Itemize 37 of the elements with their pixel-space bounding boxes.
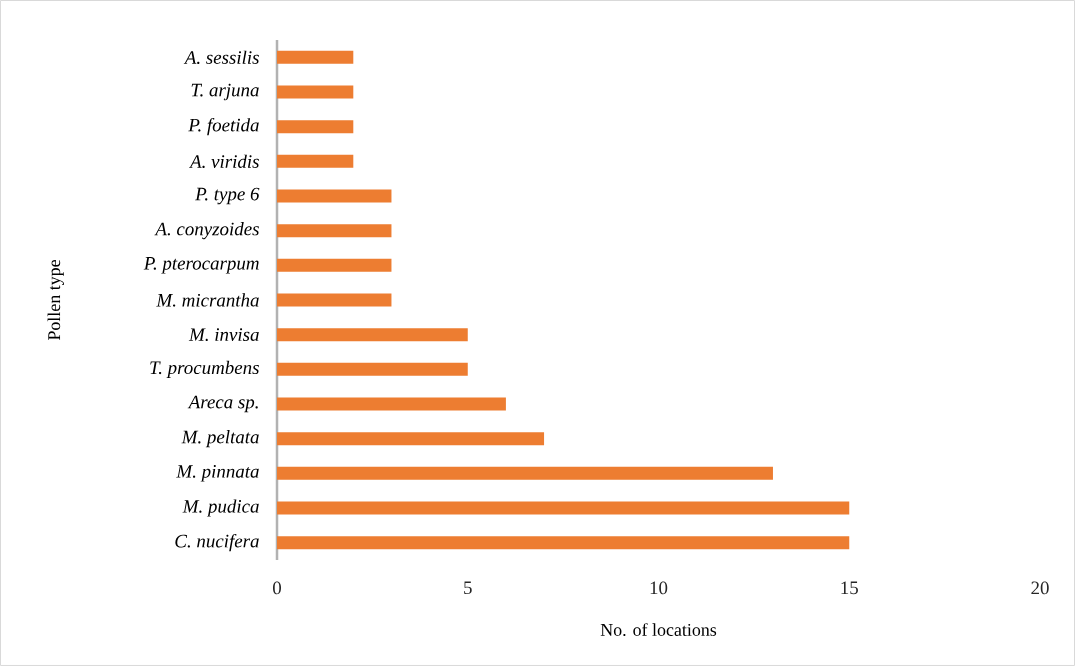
bar [277, 536, 850, 550]
y-tick-label: T. procumbens [150, 360, 259, 378]
x-tick-label: 0 [272, 581, 282, 595]
x-tick-label: 20 [1031, 581, 1049, 595]
y-tick-label: M. pinnata [176, 465, 259, 482]
bar [277, 432, 545, 446]
bar [277, 293, 392, 307]
bar [277, 120, 354, 134]
y-tick-label: C. nucifera [175, 533, 259, 552]
y-tick-label: M. micrantha [156, 293, 259, 307]
bar [277, 362, 468, 376]
y-tick-label: M. invisa [188, 328, 259, 342]
y-tick-label: T. arjuna [191, 83, 259, 101]
bar [277, 85, 354, 99]
y-tick-label: P. foetida [188, 117, 259, 136]
y-tick-label: P. type 6 [195, 187, 260, 205]
y-tick-label: A. sessilis [183, 50, 259, 65]
y-tick-label: A. viridis [189, 154, 259, 169]
bar [277, 224, 392, 238]
x-tick-label: 10 [650, 581, 668, 595]
y-tick-label: A. conyzoides [154, 222, 259, 240]
y-tick-label: M. pudica [182, 499, 259, 517]
y-tick-label: Areca sp. [187, 395, 258, 413]
bar [277, 328, 468, 342]
bar [277, 501, 850, 515]
x-axis-title: No. of locations [600, 623, 717, 636]
y-tick-label: P. pterocarpum [143, 257, 259, 274]
bar [277, 154, 354, 168]
bar [277, 466, 773, 480]
y-axis-title: Pollen type [47, 260, 64, 341]
bar [277, 50, 354, 64]
x-tick-label: 15 [841, 581, 858, 595]
bar [277, 189, 392, 203]
x-tick-label: 5 [464, 581, 472, 595]
bar [277, 258, 392, 272]
y-tick-label: M. peltata [181, 430, 259, 448]
bar [277, 397, 506, 411]
